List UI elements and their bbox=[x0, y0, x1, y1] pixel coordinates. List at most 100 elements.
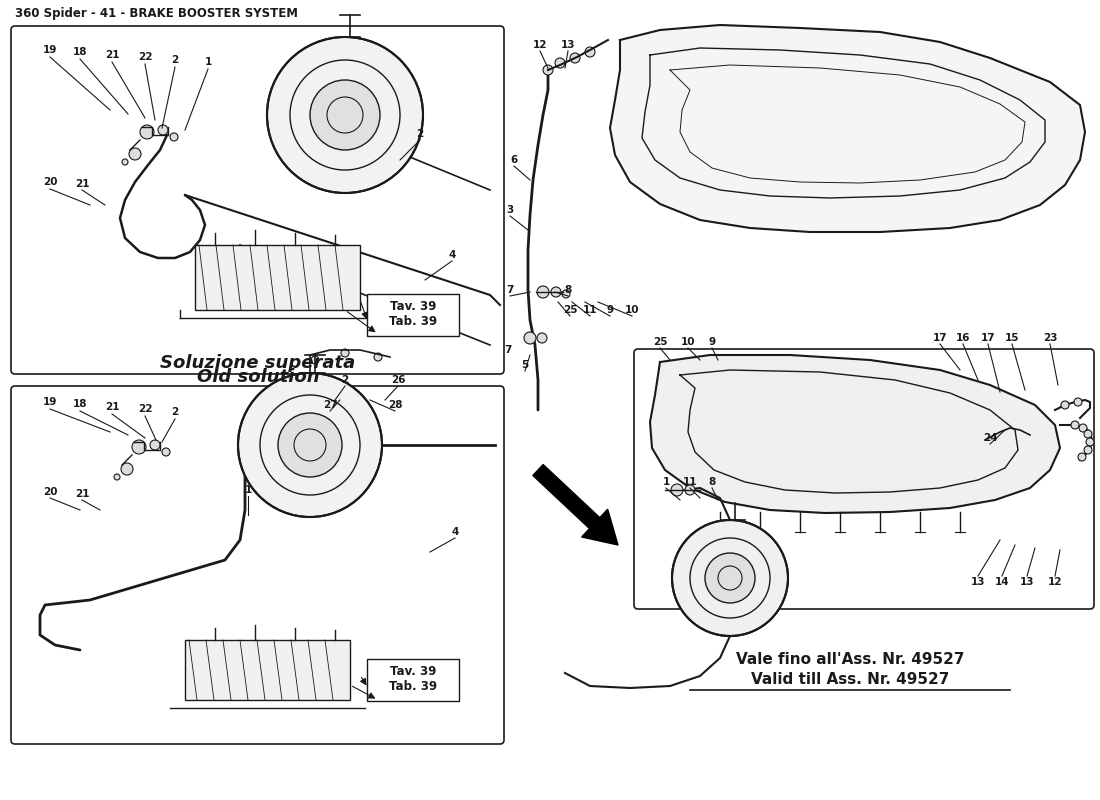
Text: 13: 13 bbox=[1020, 577, 1034, 587]
Circle shape bbox=[570, 53, 580, 63]
Circle shape bbox=[374, 353, 382, 361]
Text: 11: 11 bbox=[683, 477, 697, 487]
Circle shape bbox=[1071, 421, 1079, 429]
FancyArrow shape bbox=[532, 465, 618, 545]
Circle shape bbox=[1074, 398, 1082, 406]
Circle shape bbox=[238, 373, 382, 517]
Text: 9: 9 bbox=[606, 305, 614, 315]
Circle shape bbox=[562, 290, 570, 298]
Text: 12: 12 bbox=[1047, 577, 1063, 587]
Circle shape bbox=[129, 148, 141, 160]
Circle shape bbox=[341, 349, 349, 357]
Circle shape bbox=[122, 159, 128, 165]
Circle shape bbox=[278, 413, 342, 477]
Circle shape bbox=[132, 440, 146, 454]
Circle shape bbox=[140, 125, 154, 139]
Text: eurospares: eurospares bbox=[701, 184, 879, 236]
Text: 19: 19 bbox=[43, 45, 57, 55]
Circle shape bbox=[158, 125, 168, 135]
Text: 15: 15 bbox=[1004, 333, 1020, 343]
Circle shape bbox=[121, 463, 133, 475]
Circle shape bbox=[311, 356, 319, 364]
Circle shape bbox=[1086, 438, 1094, 446]
Text: 1: 1 bbox=[662, 477, 670, 487]
Text: 360 Spider - 41 - BRAKE BOOSTER SYSTEM: 360 Spider - 41 - BRAKE BOOSTER SYSTEM bbox=[15, 7, 298, 20]
Circle shape bbox=[1084, 446, 1092, 454]
FancyBboxPatch shape bbox=[185, 640, 350, 700]
Polygon shape bbox=[650, 355, 1060, 513]
Text: 13: 13 bbox=[970, 577, 986, 587]
Text: 20: 20 bbox=[43, 487, 57, 497]
Circle shape bbox=[310, 80, 380, 150]
Text: 4: 4 bbox=[449, 250, 455, 260]
Circle shape bbox=[537, 286, 549, 298]
Text: 8: 8 bbox=[564, 285, 572, 295]
Text: 2: 2 bbox=[417, 129, 424, 139]
Circle shape bbox=[1078, 453, 1086, 461]
Polygon shape bbox=[610, 25, 1085, 232]
Text: eurospares: eurospares bbox=[131, 189, 309, 241]
Circle shape bbox=[114, 474, 120, 480]
Text: 8: 8 bbox=[708, 477, 716, 487]
Text: 11: 11 bbox=[583, 305, 597, 315]
Text: 9: 9 bbox=[708, 337, 716, 347]
Circle shape bbox=[150, 440, 160, 450]
Text: 2: 2 bbox=[341, 375, 349, 385]
Circle shape bbox=[685, 485, 695, 495]
Text: 21: 21 bbox=[75, 179, 89, 189]
Text: 18: 18 bbox=[73, 399, 87, 409]
Text: Old solution: Old solution bbox=[197, 368, 319, 386]
Text: 12: 12 bbox=[532, 40, 548, 50]
Circle shape bbox=[1084, 430, 1092, 438]
FancyBboxPatch shape bbox=[195, 245, 360, 310]
Circle shape bbox=[170, 133, 178, 141]
Text: 13: 13 bbox=[561, 40, 575, 50]
Text: 16: 16 bbox=[956, 333, 970, 343]
Text: Tav. 39
Tab. 39: Tav. 39 Tab. 39 bbox=[389, 300, 437, 328]
Text: Valid till Ass. Nr. 49527: Valid till Ass. Nr. 49527 bbox=[751, 673, 949, 687]
Text: 7: 7 bbox=[504, 345, 512, 355]
Circle shape bbox=[543, 65, 553, 75]
Text: 27: 27 bbox=[322, 400, 338, 410]
Text: 26: 26 bbox=[390, 375, 405, 385]
Text: 22: 22 bbox=[138, 52, 152, 62]
FancyBboxPatch shape bbox=[367, 659, 459, 701]
Text: Soluzione superata: Soluzione superata bbox=[161, 354, 355, 372]
FancyBboxPatch shape bbox=[634, 349, 1094, 609]
Text: 18: 18 bbox=[73, 47, 87, 57]
Circle shape bbox=[556, 58, 565, 68]
Text: 21: 21 bbox=[104, 402, 119, 412]
Circle shape bbox=[705, 553, 755, 603]
Text: 14: 14 bbox=[994, 577, 1010, 587]
Circle shape bbox=[267, 37, 424, 193]
Text: Vale fino all'Ass. Nr. 49527: Vale fino all'Ass. Nr. 49527 bbox=[736, 653, 965, 667]
Text: 10: 10 bbox=[681, 337, 695, 347]
Text: 22: 22 bbox=[138, 404, 152, 414]
Circle shape bbox=[551, 287, 561, 297]
Text: Tav. 39
Tab. 39: Tav. 39 Tab. 39 bbox=[389, 665, 437, 693]
Text: 17: 17 bbox=[933, 333, 947, 343]
Text: 28: 28 bbox=[387, 400, 403, 410]
Text: 2: 2 bbox=[172, 55, 178, 65]
FancyBboxPatch shape bbox=[367, 294, 459, 336]
Circle shape bbox=[671, 484, 683, 496]
Text: 2: 2 bbox=[172, 407, 178, 417]
Text: 3: 3 bbox=[506, 205, 514, 215]
Text: 5: 5 bbox=[521, 360, 529, 370]
Text: 17: 17 bbox=[981, 333, 996, 343]
Circle shape bbox=[585, 47, 595, 57]
Text: eurospares: eurospares bbox=[701, 464, 879, 516]
Circle shape bbox=[537, 333, 547, 343]
Text: 25: 25 bbox=[652, 337, 668, 347]
Text: 20: 20 bbox=[43, 177, 57, 187]
FancyBboxPatch shape bbox=[11, 26, 504, 374]
Text: 21: 21 bbox=[104, 50, 119, 60]
Text: 6: 6 bbox=[510, 155, 518, 165]
Text: 1: 1 bbox=[205, 57, 211, 67]
Text: 25: 25 bbox=[563, 305, 578, 315]
Text: 24: 24 bbox=[982, 433, 998, 443]
Text: 4: 4 bbox=[451, 527, 459, 537]
Text: 21: 21 bbox=[75, 489, 89, 499]
Text: 23: 23 bbox=[1043, 333, 1057, 343]
Text: 10: 10 bbox=[625, 305, 639, 315]
